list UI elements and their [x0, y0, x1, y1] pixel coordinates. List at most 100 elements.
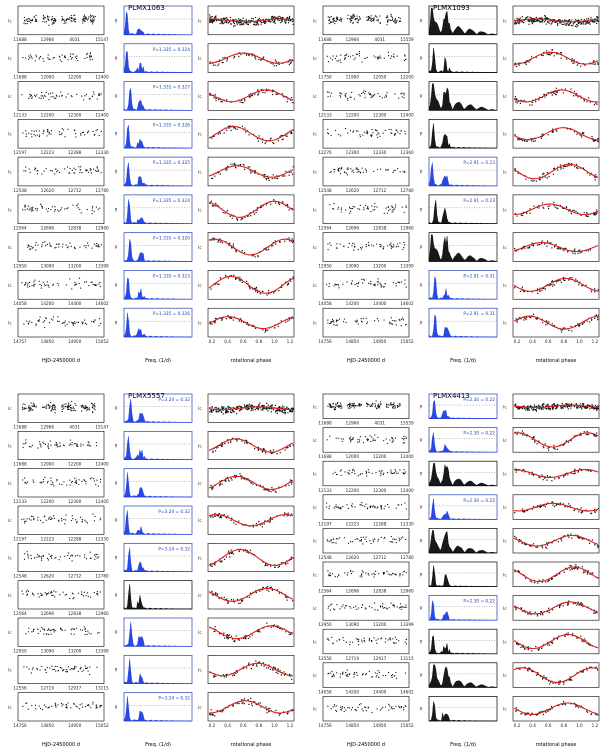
lightcurve-point [75, 519, 77, 521]
lightcurve-point [99, 706, 101, 708]
phase-point [248, 552, 250, 554]
phase-point [546, 177, 548, 179]
lightcurve-point [386, 17, 388, 19]
lightcurve-point [85, 244, 87, 247]
lightcurve-point [395, 204, 397, 206]
lightcurve-point [387, 206, 389, 208]
lightcurve-point [56, 446, 59, 448]
lightcurve-point [350, 405, 352, 407]
phase-point [226, 209, 229, 212]
lightcurve-point [390, 13, 392, 15]
phase-point [243, 698, 246, 700]
phase-point [550, 283, 552, 286]
lightcurve-point [95, 445, 97, 447]
lightcurve-tick-label: 12556 [13, 686, 27, 691]
lightcurve-point [50, 92, 52, 94]
lightcurve-point [37, 447, 39, 449]
lightcurve-point [389, 244, 391, 246]
phase-point [242, 637, 245, 640]
lightcurve-point [62, 591, 64, 593]
phase-point [254, 170, 257, 172]
phase-point [585, 23, 587, 25]
phase-point [237, 639, 239, 641]
lightcurve-point [393, 246, 395, 248]
phase-ylabel: Ic [198, 245, 202, 251]
lightcurve-point [85, 169, 87, 171]
lightcurve-point [53, 20, 55, 22]
phase-point [288, 484, 290, 486]
phase-point [256, 207, 259, 209]
phase-point [241, 125, 244, 127]
lightcurve-point [22, 57, 24, 59]
lightcurve-point [62, 19, 64, 21]
phase-point [222, 212, 224, 214]
lightcurve-point [24, 283, 26, 285]
phase-point [526, 16, 528, 19]
phase-point [229, 16, 231, 19]
lightcurve-tick-label: 12200 [68, 462, 82, 467]
lightcurve-point [372, 403, 374, 405]
phase-point [261, 450, 264, 452]
lightcurve-point [35, 54, 37, 56]
lightcurve-point [398, 281, 400, 283]
phase-point [254, 408, 256, 411]
lightcurve-point [47, 593, 49, 595]
phase-point [256, 23, 258, 26]
phase-point [546, 53, 548, 55]
phase-point [266, 622, 268, 624]
lightcurve-point [64, 136, 66, 138]
lightcurve-point [360, 403, 362, 406]
phase-point [288, 559, 290, 562]
lightcurve-point [65, 244, 67, 246]
phase-point [254, 290, 257, 292]
phase-point [550, 242, 552, 244]
phase-point [569, 22, 571, 24]
phase-point [280, 674, 282, 676]
lightcurve-point [84, 319, 86, 321]
lightcurve-point [331, 406, 333, 408]
lightcurve-point [87, 441, 89, 443]
phase-point [556, 281, 558, 283]
lightcurve-point [91, 281, 93, 283]
lightcurve-point [329, 405, 331, 407]
lightcurve-point [392, 320, 394, 322]
phase-point [260, 448, 262, 450]
lightcurve-point [54, 665, 56, 667]
lightcurve-point [345, 321, 347, 323]
lightcurve-point [370, 20, 373, 22]
phase-point [257, 24, 260, 26]
lightcurve-frame [17, 232, 105, 262]
phase-point [236, 219, 238, 221]
lightcurve-point [343, 58, 346, 60]
phase-point [217, 515, 219, 517]
phase-point [280, 19, 283, 22]
lightcurve-point [377, 169, 379, 171]
phase-point [515, 23, 517, 25]
lightcurve-point [352, 21, 354, 24]
periodogram-spectrum [428, 314, 497, 338]
lightcurve-point [73, 167, 75, 169]
lightcurve-tick-label: 12300 [346, 150, 360, 155]
periodogram-spectrum [123, 87, 193, 111]
lightcurve-point [55, 97, 57, 100]
phase-point [281, 138, 283, 141]
lightcurve-point [40, 55, 42, 58]
phase-point [213, 630, 215, 633]
phase-point [278, 202, 280, 204]
lightcurve-point [48, 24, 50, 26]
lightcurve-point [96, 167, 99, 169]
lightcurve-point [85, 18, 87, 20]
lightcurve-point [394, 19, 396, 21]
phase-point [547, 207, 550, 210]
lightcurve-point [385, 403, 387, 405]
phase-point [274, 668, 276, 670]
phase-point [276, 175, 278, 177]
periodogram-annotation: P=2.91 = 0.23 [463, 198, 495, 204]
phase-point [213, 676, 215, 678]
phase-point [292, 407, 295, 410]
phase-point [570, 405, 572, 407]
lightcurve-point [89, 14, 92, 16]
periodogram-spectrum [123, 125, 193, 149]
lightcurve-point [57, 209, 59, 211]
phase-point [219, 710, 221, 712]
